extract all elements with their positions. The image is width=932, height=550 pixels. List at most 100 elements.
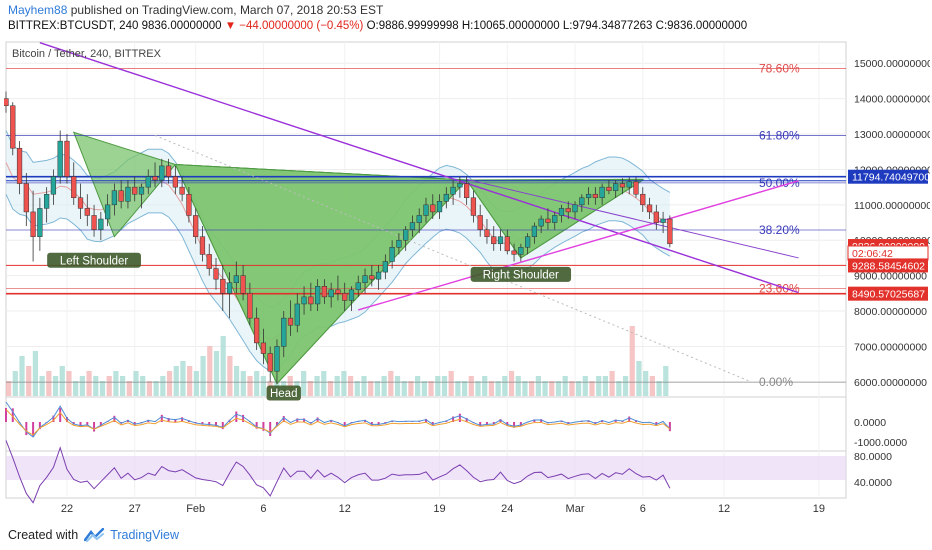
macd-histogram-bar <box>208 422 211 426</box>
macd-histogram-bar <box>513 422 516 428</box>
candle-body <box>362 275 368 283</box>
volume-bar <box>166 371 173 396</box>
volume-bar <box>555 381 562 396</box>
candle-body <box>220 278 226 294</box>
candle-body <box>464 183 470 199</box>
macd-histogram-bar <box>242 414 245 422</box>
candle-body <box>240 275 246 294</box>
volume-bar <box>153 381 159 396</box>
candle-body <box>619 183 626 188</box>
macd-neg-label: -1000.0000 <box>854 437 907 449</box>
volume-bar <box>649 376 655 396</box>
candle-body <box>23 183 29 213</box>
macd-histogram-bar <box>458 413 461 422</box>
macd-histogram-bar <box>465 417 468 422</box>
volume-bar <box>401 381 407 396</box>
tradingview-logo-icon[interactable] <box>84 528 105 542</box>
candle-body <box>477 215 483 230</box>
macd-histogram-bar <box>330 419 333 422</box>
volume-bar <box>126 381 132 396</box>
candle-body <box>321 286 328 298</box>
macd-histogram-bar <box>11 408 14 422</box>
volume-bar <box>616 381 622 396</box>
macd-histogram-bar <box>99 422 102 427</box>
candle-body <box>91 215 97 230</box>
volume-bar <box>475 381 481 396</box>
macd-histogram-bar <box>492 422 495 425</box>
candle-body <box>403 229 409 241</box>
candle-body <box>50 176 57 195</box>
volume-bar <box>482 376 488 396</box>
macd-histogram-bar <box>86 422 89 426</box>
price-badge <box>848 169 928 184</box>
volume-bar <box>448 371 454 396</box>
macd-histogram-bar <box>519 422 522 427</box>
macd-histogram-bar <box>52 415 55 422</box>
macd-signal-line <box>5 409 671 436</box>
candle-body <box>660 218 666 223</box>
price-badge-label: 02:06:42 <box>852 248 893 260</box>
candle-body <box>423 204 429 216</box>
candle-body <box>504 236 510 252</box>
fib-label: 38.20% <box>759 223 800 237</box>
chart-frame[interactable]: 78.60% 61.80% 50.00% 38.20% 23.60% 0.00% Left… <box>4 40 930 520</box>
volume-bar <box>495 381 501 396</box>
volume-bar <box>119 376 126 396</box>
candle-body <box>626 181 632 188</box>
y-tick-label: 15000.00000000 <box>854 58 930 70</box>
y-tick-label: 7000.00000000 <box>854 341 927 353</box>
candle-body <box>409 222 416 230</box>
candle-body <box>104 204 111 220</box>
volume-bar <box>140 376 146 396</box>
macd-histogram-bar <box>452 416 455 422</box>
volume-bar <box>160 376 166 396</box>
y-tick-label: 9000.00000000 <box>854 271 927 283</box>
candle-body <box>138 186 145 195</box>
macd-histogram-bar <box>25 422 28 436</box>
x-tick-label: 12 <box>718 503 730 515</box>
volume-bar <box>575 381 582 396</box>
candle-body <box>355 282 361 291</box>
volume-bar <box>6 381 12 396</box>
candle-body <box>172 176 178 188</box>
candle-body <box>552 215 558 223</box>
volume-bar <box>428 381 434 396</box>
pattern-triangle <box>72 131 177 238</box>
candle-body <box>199 236 206 255</box>
candle-body <box>71 176 77 199</box>
publish-line: Mayhem88 published on TradingView.com, M… <box>8 3 383 19</box>
candle-body <box>470 197 477 216</box>
volume-bar <box>180 361 186 396</box>
candle-body <box>382 261 388 273</box>
macd-histogram-bar <box>201 422 204 425</box>
candle-body <box>226 282 233 294</box>
candle-body <box>558 208 565 216</box>
macd-histogram-bar <box>282 416 285 422</box>
x-tick-label: 19 <box>433 503 445 515</box>
volume-bar <box>73 381 79 396</box>
pattern-label: Right Shoulder <box>483 269 559 281</box>
x-tick-label: Feb <box>186 503 205 515</box>
candle-body <box>145 176 151 188</box>
fib-label: 0.00% <box>759 375 793 389</box>
trend-line-neckline-lower <box>358 180 799 311</box>
x-tick-label: Mar <box>566 503 585 515</box>
volume-bar <box>374 381 381 396</box>
candle-body <box>538 218 544 227</box>
macd-histogram-bar <box>174 418 177 422</box>
candle-body <box>186 193 192 216</box>
price-chart[interactable]: 78.60% 61.80% 50.00% 38.20% 23.60% 0.00% Left… <box>4 40 930 520</box>
macd-zero-label: 0.0000 <box>854 417 886 429</box>
author-link[interactable]: Mayhem88 <box>8 3 68 17</box>
candle-body <box>179 186 185 195</box>
x-tick-label: 24 <box>501 503 513 515</box>
trend-line-mid-violet <box>466 178 799 259</box>
macd-histogram-bar <box>316 417 319 422</box>
x-tick-label: 6 <box>640 503 646 515</box>
price-badge <box>848 258 928 273</box>
candle-body <box>4 98 9 106</box>
macd-histogram-bar <box>160 414 163 422</box>
volume-bar <box>535 376 541 396</box>
tradingview-brand[interactable]: TradingView <box>110 528 179 542</box>
candle-body <box>640 193 646 206</box>
